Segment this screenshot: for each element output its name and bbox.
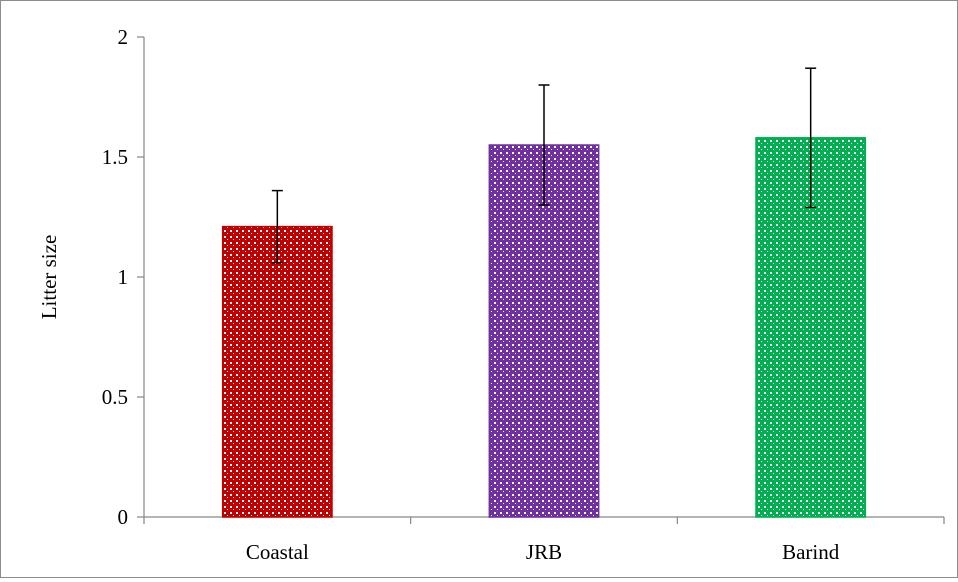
y-tick-label: 0.5 (102, 385, 128, 409)
x-axis: Coastal JRB Barind (143, 516, 945, 564)
y-tick-label: 1.5 (102, 145, 128, 169)
error-bar-jrb (538, 84, 550, 206)
y-tick-label: 0 (118, 505, 129, 529)
bar-jrb (488, 144, 600, 518)
x-category-label: Coastal (246, 540, 309, 564)
bar-coastal (221, 225, 333, 518)
x-category-label: JRB (526, 540, 562, 564)
bars (221, 137, 867, 518)
y-axis-title: Litter size (37, 235, 61, 320)
y-tick-label: 2 (118, 25, 129, 49)
y-tick-label: 1 (118, 265, 129, 289)
error-bar-barind (805, 67, 817, 209)
x-category-label: Barind (782, 540, 840, 564)
error-bar-coastal (271, 189, 283, 264)
y-axis: 0 0.5 1 1.5 2 (102, 25, 145, 529)
error-bars (271, 67, 817, 264)
